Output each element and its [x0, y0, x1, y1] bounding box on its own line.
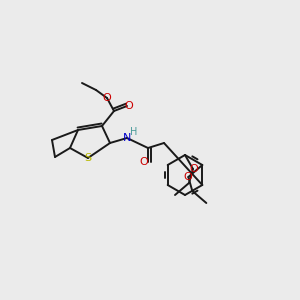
Text: O: O	[183, 172, 192, 182]
Text: O: O	[103, 93, 111, 103]
Text: H: H	[130, 127, 138, 137]
Text: S: S	[84, 153, 92, 163]
Text: O: O	[124, 101, 134, 111]
Text: O: O	[190, 164, 198, 174]
Text: N: N	[123, 133, 131, 143]
Text: O: O	[140, 157, 148, 167]
